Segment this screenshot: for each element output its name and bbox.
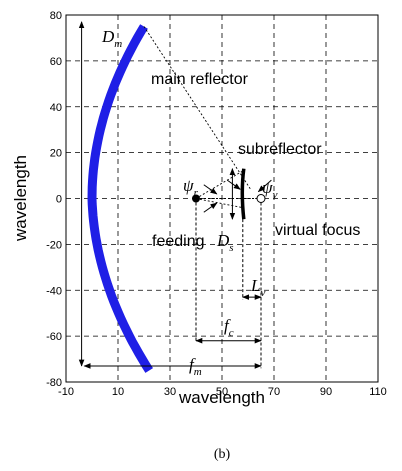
ds-label: Ds bbox=[216, 231, 234, 254]
main-reflector bbox=[87, 24, 154, 373]
psi-r-arrow-upper bbox=[203, 184, 218, 195]
dm-label: Dm bbox=[101, 27, 122, 50]
figure-caption: (b) bbox=[214, 447, 231, 462]
geometry-annotations bbox=[78, 21, 272, 369]
x-tick-label: 30 bbox=[164, 386, 176, 398]
y-tick-label: 60 bbox=[50, 56, 62, 68]
subreflector bbox=[240, 168, 246, 220]
plot-frame bbox=[65, 14, 379, 383]
y-axis-label: wavelength bbox=[11, 155, 30, 242]
x-axis-label: wavelength bbox=[178, 388, 265, 407]
psi-v-arrow-lower bbox=[226, 179, 241, 190]
x-tick-label: 110 bbox=[369, 386, 387, 398]
x-tick-label: 50 bbox=[216, 386, 228, 398]
feed-ray-lower bbox=[195, 198, 243, 209]
lv-label: Lv bbox=[250, 276, 265, 299]
x-tick-label: 70 bbox=[268, 386, 280, 398]
psi-r-label: ψr bbox=[183, 176, 199, 199]
psi-r-arrow-lower bbox=[203, 202, 218, 213]
x-tick-label: 90 bbox=[320, 386, 332, 398]
y-tick-label: 40 bbox=[50, 102, 62, 114]
fc-label: fc bbox=[224, 316, 234, 339]
y-tick-label: 80 bbox=[50, 10, 62, 22]
y-tick-label: -40 bbox=[46, 285, 62, 297]
x-tick-labels: -10 10 30 50 70 90 110 bbox=[58, 386, 387, 398]
psi-v-label: ψv bbox=[262, 178, 278, 201]
feed-point bbox=[192, 194, 200, 203]
main-reflector-label: main reflector bbox=[151, 71, 249, 88]
y-tick-label: 20 bbox=[50, 148, 62, 160]
virtual-focus-label: virtual focus bbox=[275, 222, 360, 239]
x-tick-label: -10 bbox=[58, 386, 74, 398]
y-tick-labels: 80 60 40 20 0 -20 -40 -60 -80 bbox=[46, 10, 62, 389]
y-tick-label: -60 bbox=[46, 331, 62, 343]
fm-label: fm bbox=[189, 355, 202, 378]
ray-line bbox=[143, 26, 251, 190]
feed-ray-upper bbox=[195, 170, 244, 199]
y-tick-label: -80 bbox=[46, 377, 62, 389]
y-tick-label: -20 bbox=[46, 239, 62, 251]
x-tick-label: 10 bbox=[112, 386, 124, 398]
y-tick-label: 0 bbox=[56, 194, 62, 206]
psi-v-arrow-upper bbox=[257, 179, 272, 193]
subreflector-label: subreflector bbox=[238, 141, 322, 158]
feeding-label: feeding bbox=[152, 233, 205, 250]
